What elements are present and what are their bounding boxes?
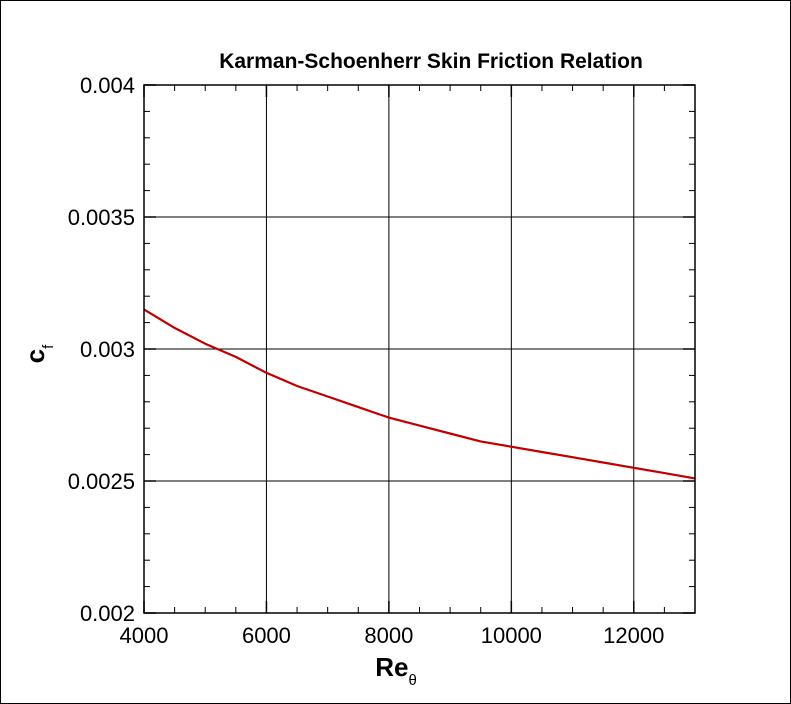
x-tick-label: 12000 [603,623,664,648]
grid [143,84,695,614]
x-axis-title-main: Re [375,652,408,682]
chart-title: Karman-Schoenherr Skin Friction Relation [219,50,643,73]
x-axis-title: Reθ [375,652,417,689]
y-tick-label: 0.002 [80,601,135,626]
y-tick-label: 0.0035 [68,205,135,230]
x-tick-label: 6000 [242,623,291,648]
tick-labels: 4000 6000 8000 10000 12000 0.002 0.0025 0.003 0.… [68,73,665,648]
y-axis-title-sub: f [40,344,57,349]
series-group [143,308,696,480]
y-tick-label: 0.003 [80,337,135,362]
x-tick-label: 8000 [364,623,413,648]
y-axis-title-main: c [20,349,50,363]
series-line-cf [143,308,696,480]
plot-border [143,84,696,614]
x-tick-label: 10000 [481,623,542,648]
y-axis-title: cf [20,344,57,363]
x-tick-label: 4000 [120,623,169,648]
y-tick-label: 0.0025 [68,469,135,494]
y-tick-label: 0.004 [80,73,135,98]
x-axis-title-sub: θ [408,672,416,689]
